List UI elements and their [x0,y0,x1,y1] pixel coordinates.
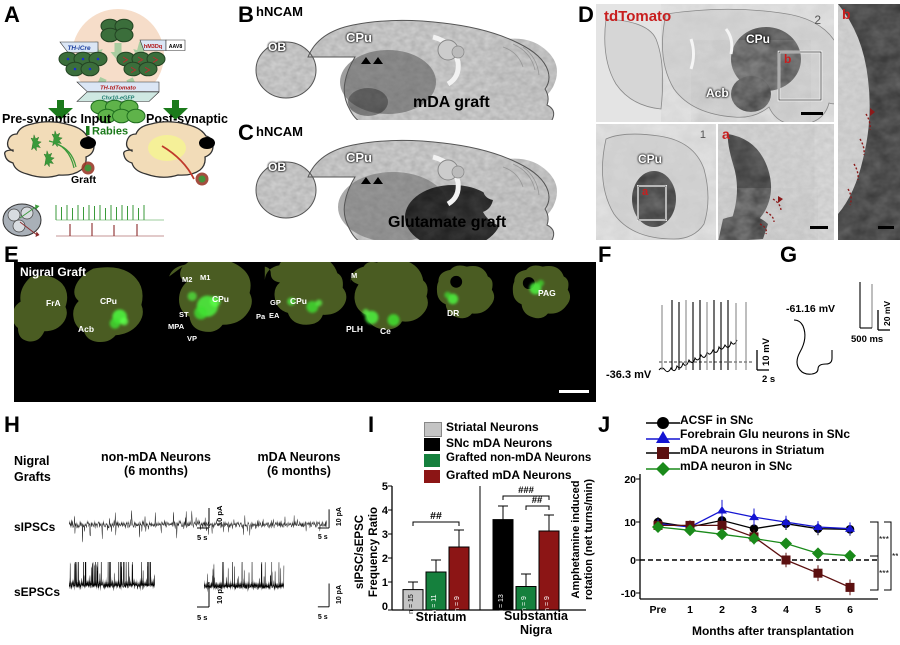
svg-text:500 ms: 500 ms [851,334,883,345]
svg-text:5: 5 [815,604,821,616]
svg-text:4: 4 [382,505,389,517]
svg-text:Pre: Pre [650,604,667,616]
svg-text:2: 2 [814,13,821,27]
svg-text:***: *** [879,534,890,544]
svg-text:***: *** [892,551,898,561]
svg-text:-36.3 mV: -36.3 mV [606,369,652,381]
svg-text:5 s: 5 s [318,534,328,541]
svg-text:10 pA: 10 pA [336,585,343,604]
svg-text:5 s: 5 s [318,614,328,621]
svg-text:10 mV: 10 mV [761,337,772,366]
svg-text:Graft: Graft [71,174,97,186]
svg-text:2: 2 [382,553,388,565]
svg-text:4: 4 [783,604,789,616]
svg-text:hM3Dq: hM3Dq [144,44,162,50]
svg-text:##: ## [430,510,442,522]
svg-text:0: 0 [382,601,388,613]
svg-text:AAV8: AAV8 [169,44,183,50]
svg-text:5: 5 [382,482,388,493]
svg-text:20: 20 [624,474,636,486]
svg-text:2 s: 2 s [762,374,775,385]
svg-text:##: ## [532,495,543,506]
svg-text:10 pA: 10 pA [336,507,343,526]
svg-text:1: 1 [687,604,693,616]
svg-text:2: 2 [719,604,725,616]
svg-text:1: 1 [382,577,388,589]
svg-text:***: *** [879,568,890,578]
svg-text:3: 3 [751,604,757,616]
svg-text:TH-iCre: TH-iCre [67,45,91,52]
svg-text:TH-tdTomato: TH-tdTomato [100,85,136,91]
svg-text:-61.16 mV: -61.16 mV [786,303,835,315]
svg-text:Rabies: Rabies [92,126,128,138]
svg-text:1: 1 [700,129,706,141]
svg-text:3: 3 [382,529,388,541]
svg-text:6: 6 [847,604,853,616]
svg-text:0: 0 [630,555,636,567]
svg-text:-10: -10 [621,588,636,600]
svg-text:20 mV: 20 mV [882,301,892,326]
svg-text:10: 10 [624,517,636,529]
